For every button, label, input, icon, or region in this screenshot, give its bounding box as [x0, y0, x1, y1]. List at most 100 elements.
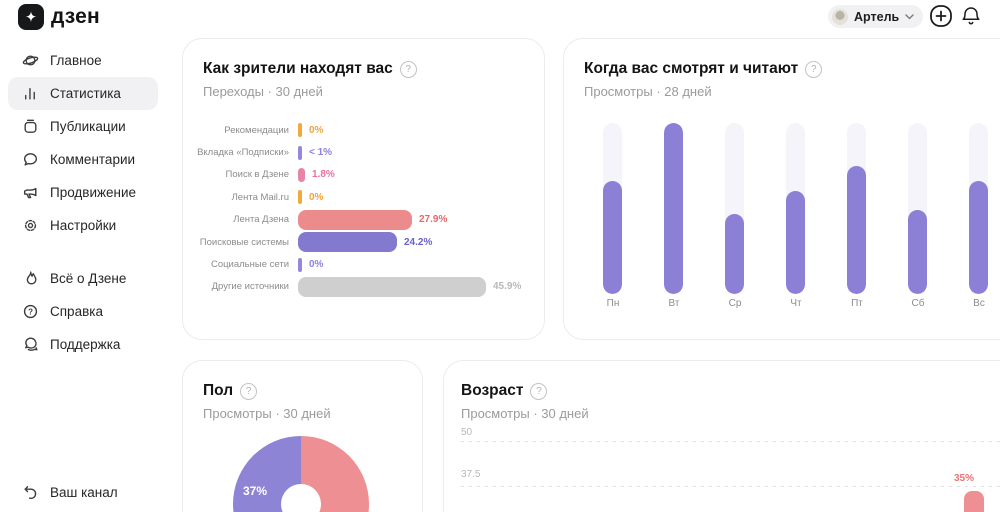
notifications-button[interactable]	[958, 3, 984, 29]
sidebar-item-label: Всё о Дзене	[50, 271, 127, 286]
help-icon[interactable]: ?	[530, 382, 548, 400]
card-traffic-sources: Как зрители находят вас ? Переходы · 30 …	[182, 38, 545, 340]
traffic-category-label: Поисковые системы	[199, 236, 289, 248]
bar-chart-icon	[22, 85, 39, 102]
card-subtitle: Просмотры · 30 дней	[203, 406, 331, 421]
traffic-category-label: Лента Mail.ru	[231, 191, 289, 203]
sidebar-main-nav: Главное Статистика Публикации Комментарии Пр…	[8, 44, 158, 242]
traffic-value-label: 27.9%	[419, 214, 448, 226]
flame-icon	[22, 270, 39, 287]
sidebar-item-publications[interactable]: Публикации	[8, 110, 158, 143]
speech-bubble-icon	[22, 151, 39, 168]
age-bar-percent-label: 35%	[953, 473, 974, 484]
card-gender: Пол ? Просмотры · 30 дней 37%	[182, 360, 423, 512]
traffic-bar	[298, 257, 302, 272]
traffic-row: Поиск в Дзене 1.8%	[197, 164, 530, 186]
account-switcher[interactable]: Артель	[828, 5, 924, 28]
traffic-row: Рекомендации 0%	[197, 119, 530, 141]
chat-bubbles-icon	[22, 336, 39, 353]
megaphone-icon	[22, 184, 39, 201]
traffic-bar	[298, 276, 486, 297]
weekday-bar-fill	[847, 165, 866, 294]
weekday-label: Пн	[606, 298, 620, 309]
sidebar-item-label: Главное	[50, 53, 102, 68]
create-button[interactable]	[928, 3, 954, 29]
sidebar-item-label: Продвижение	[50, 185, 137, 200]
sidebar-item-help[interactable]: ? Справка	[8, 295, 158, 328]
weekday-bar-fill	[725, 213, 744, 294]
weekday-bar-fill	[786, 191, 805, 294]
chevron-down-icon	[905, 13, 914, 19]
help-icon[interactable]: ?	[805, 60, 823, 78]
weekday-label: Ср	[728, 298, 742, 309]
sidebar-item-promotion[interactable]: Продвижение	[8, 176, 158, 209]
card-age: Возраст ? Просмотры · 30 дней 50 37.5 35…	[443, 360, 1000, 512]
traffic-bar	[298, 232, 397, 253]
sidebar-item-label: Настройки	[50, 218, 117, 233]
weekday-bar-fill	[969, 181, 988, 294]
weekday-bar-fill	[908, 210, 927, 294]
help-icon[interactable]: ?	[399, 60, 417, 78]
weekday-bar-track	[969, 123, 988, 294]
account-avatar	[832, 8, 848, 25]
weekday-bar-track	[603, 123, 622, 294]
sidebar-item-stats[interactable]: Статистика	[8, 77, 158, 110]
traffic-category-label: Социальные сети	[210, 259, 289, 271]
card-title: Возраст ?	[461, 382, 1000, 400]
dzen-logo[interactable]: дзен	[18, 4, 100, 30]
sidebar-item-label: Поддержка	[50, 337, 121, 352]
traffic-value-label: < 1%	[309, 147, 333, 159]
sidebar-item-label: Статистика	[50, 86, 121, 101]
svg-text:?: ?	[28, 307, 33, 316]
sidebar-item-support[interactable]: Поддержка	[8, 328, 158, 361]
bell-icon	[962, 7, 980, 25]
traffic-bar	[298, 167, 305, 182]
card-subtitle: Просмотры · 28 дней	[584, 84, 712, 99]
sidebar-item-label: Справка	[50, 304, 103, 319]
brand-name: дзен	[51, 5, 100, 28]
publications-icon	[22, 118, 39, 135]
traffic-bar	[298, 209, 412, 230]
y-tick-50: 50	[461, 427, 473, 438]
traffic-category-label: Поиск в Дзене	[225, 169, 289, 181]
weekday-bar-fill	[664, 123, 683, 294]
weekday-bar-track	[847, 123, 866, 294]
sidebar-item-about[interactable]: Всё о Дзене	[8, 262, 158, 295]
donut-hole	[281, 484, 321, 512]
sidebar-item-label: Комментарии	[50, 152, 136, 167]
weekday-label: Сб	[911, 298, 925, 309]
traffic-bar	[298, 190, 302, 205]
traffic-category-label: Лента Дзена	[233, 214, 289, 226]
sidebar-item-comments[interactable]: Комментарии	[8, 143, 158, 176]
weekday-label: Вс	[973, 298, 985, 309]
weekday-bar-track	[725, 123, 744, 294]
dzen-star-icon	[18, 4, 44, 30]
traffic-value-label: 24.2%	[404, 236, 433, 248]
age-bar	[964, 491, 984, 512]
weekday-bar-track	[908, 123, 927, 294]
planet-icon	[22, 52, 39, 69]
card-title: Как зрители находят вас ?	[203, 60, 524, 78]
traffic-value-label: 0%	[309, 259, 324, 271]
traffic-row: Поисковые системы 24.2%	[197, 231, 530, 253]
traffic-row: Лента Дзена 27.9%	[197, 209, 530, 231]
weekday-bar-track	[664, 123, 683, 294]
traffic-category-label: Рекомендации	[224, 124, 289, 136]
traffic-value-label: 0%	[309, 191, 324, 203]
traffic-row: Другие источники 45.9%	[197, 276, 530, 298]
traffic-row: Вкладка «Подписки» < 1%	[197, 141, 530, 163]
sidebar-item-channel[interactable]: Ваш канал	[8, 476, 158, 509]
traffic-value-label: 0%	[309, 124, 324, 136]
card-subtitle: Переходы · 30 дней	[203, 84, 323, 99]
traffic-category-label: Вкладка «Подписки»	[197, 147, 289, 159]
sidebar-item-settings[interactable]: Настройки	[8, 209, 158, 242]
card-subtitle: Просмотры · 30 дней	[461, 406, 589, 421]
sidebar-secondary-nav: Всё о Дзене? Справка Поддержка	[8, 262, 158, 361]
traffic-category-label: Другие источники	[211, 281, 289, 293]
card-title: Когда вас смотрят и читают ?	[584, 60, 1000, 78]
gender-percent-label: 37%	[242, 484, 268, 498]
gridline-37-5	[461, 486, 1000, 487]
help-icon[interactable]: ?	[240, 382, 258, 400]
sidebar-footer-nav: Ваш канал	[8, 476, 158, 509]
sidebar-item-home[interactable]: Главное	[8, 44, 158, 77]
